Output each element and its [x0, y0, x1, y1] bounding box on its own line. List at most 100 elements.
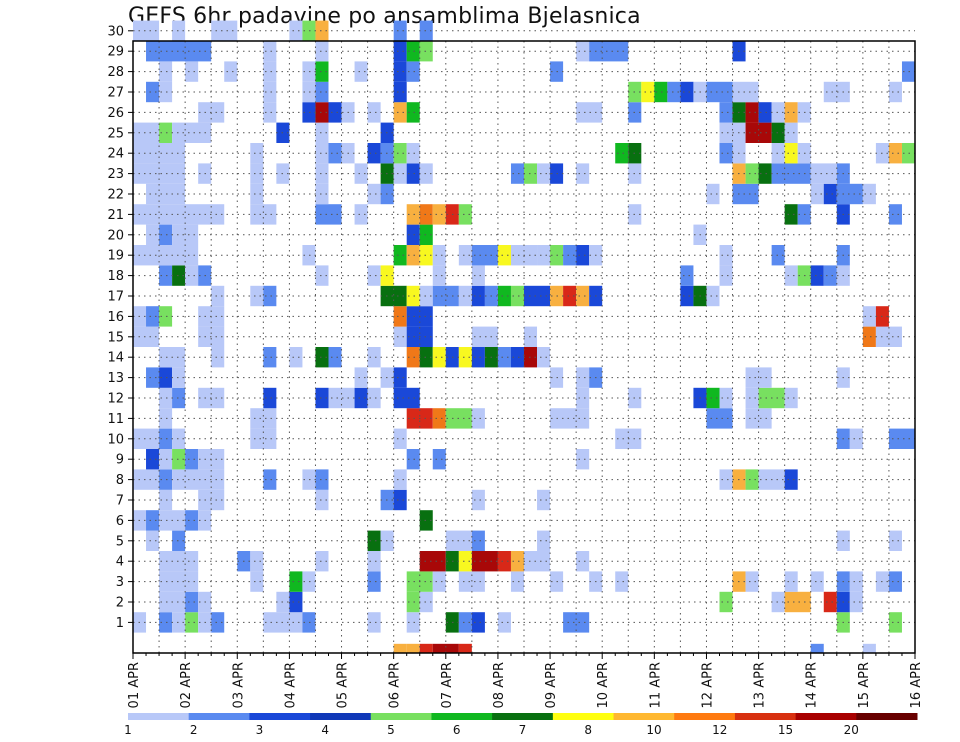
heatmap-cell — [367, 143, 381, 164]
y-tick-label: 17 — [107, 290, 124, 305]
heatmap-cell — [471, 245, 498, 266]
grid-lines — [133, 30, 916, 653]
heatmap-cell — [367, 530, 381, 551]
x-tick-label: 13 APR — [753, 662, 768, 708]
legend-label: 5 — [387, 723, 395, 737]
legend-label: 15 — [778, 723, 793, 737]
heatmap-cell — [810, 183, 824, 205]
heatmap-cell — [367, 347, 381, 368]
heatmap-cell — [406, 163, 420, 184]
heatmap-cell — [172, 469, 225, 490]
heatmap-cell — [471, 408, 485, 429]
heatmap-cell — [458, 347, 472, 368]
heatmap-cell — [289, 571, 303, 592]
heatmap-cell — [250, 143, 264, 164]
heatmap-cell — [393, 20, 407, 41]
heatmap-cell — [406, 643, 420, 653]
legend-swatch — [188, 713, 250, 720]
heatmap-cell — [771, 122, 785, 143]
heatmap-cell — [172, 612, 186, 633]
heatmap-cell — [510, 551, 524, 572]
heatmap-cell — [146, 530, 160, 551]
heatmap-cell — [185, 612, 199, 633]
heatmap-cell — [393, 387, 420, 409]
heatmap-cell — [315, 387, 329, 409]
y-tick-label: 18 — [107, 269, 124, 284]
heatmap-cell — [784, 469, 798, 490]
heatmap-cell — [680, 265, 694, 286]
heatmap-cell — [576, 387, 590, 409]
x-tick-label: 08 APR — [492, 662, 507, 708]
heatmap-cell — [888, 204, 902, 225]
heatmap-cell — [419, 224, 433, 245]
heatmap-cell — [719, 591, 733, 613]
heatmap-cell — [315, 81, 329, 103]
heatmap-cell — [302, 81, 316, 103]
heatmap-cell — [810, 571, 824, 592]
heatmap-cell — [771, 102, 785, 123]
heatmap-cell — [784, 265, 798, 286]
heatmap-cell — [524, 347, 538, 368]
heatmap-cell — [315, 61, 329, 82]
heatmap-cell — [810, 163, 837, 184]
heatmap-cell — [263, 387, 277, 409]
heatmap-cell — [354, 61, 368, 82]
heatmap-cell — [393, 41, 407, 62]
heatmap-cell — [133, 245, 199, 266]
heatmap-cell — [159, 387, 173, 409]
heatmap-cell — [263, 347, 277, 368]
heatmap-cell — [576, 102, 603, 123]
x-tick-label: 04 APR — [283, 662, 298, 708]
heatmap-cell — [263, 81, 277, 103]
heatmap-cell — [745, 408, 772, 429]
heatmap-cell — [784, 571, 798, 592]
heatmap-cell — [745, 122, 772, 143]
y-tick-label: 13 — [107, 371, 124, 386]
x-tick-label: 11 APR — [648, 662, 663, 708]
heatmap-cell — [680, 285, 694, 307]
heatmap-cell — [211, 285, 225, 307]
y-tick-label: 15 — [107, 330, 124, 345]
heatmap-cell — [719, 143, 733, 164]
heatmap-cell — [458, 204, 472, 225]
heatmap-cell — [393, 306, 407, 327]
heatmap-cell — [393, 81, 407, 103]
heatmap-cell — [185, 61, 199, 82]
y-tick-label: 1 — [116, 616, 124, 631]
y-tick-label: 9 — [116, 453, 124, 468]
heatmap-cell — [823, 591, 837, 613]
heatmap-cell — [315, 204, 342, 225]
heatmap-cell — [315, 122, 329, 143]
heatmap-cell — [224, 61, 238, 82]
legend-swatch — [856, 713, 918, 720]
heatmap-cell — [888, 81, 902, 103]
heatmap-cell — [159, 408, 173, 429]
legend-swatch — [674, 713, 736, 720]
heatmap-cell — [406, 41, 420, 62]
heatmap-cell — [133, 428, 160, 449]
heatmap-cell — [185, 265, 199, 286]
y-tick-label: 26 — [107, 106, 124, 121]
heatmap-cell — [172, 449, 186, 470]
heatmap-cell — [497, 347, 511, 368]
heatmap-cell — [888, 571, 902, 592]
y-tick-label: 21 — [107, 208, 124, 223]
heatmap-cell — [784, 122, 798, 143]
heatmap-cell — [745, 387, 759, 409]
heatmap-cell — [823, 183, 837, 205]
x-tick-label: 14 APR — [805, 662, 820, 708]
heatmap-cell — [146, 183, 186, 205]
heatmap-cell — [524, 326, 538, 347]
heatmap-cell — [315, 347, 329, 368]
heatmap-cell — [159, 551, 199, 572]
heatmap-cell — [901, 143, 915, 164]
heatmap-cell — [172, 530, 186, 551]
heatmap-cell — [497, 285, 511, 307]
heatmap-cell — [354, 387, 368, 409]
heatmap-cell — [393, 143, 407, 164]
y-tick-label: 20 — [107, 228, 124, 243]
heatmap-cell — [146, 224, 160, 245]
heatmap-cell — [471, 265, 485, 286]
heatmap-cell — [419, 347, 433, 368]
y-tick-label: 5 — [116, 534, 124, 549]
